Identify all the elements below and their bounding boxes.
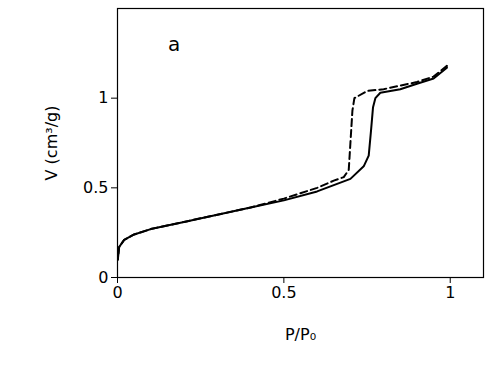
svg-text:0: 0: [112, 283, 122, 302]
svg-text:0.5: 0.5: [271, 283, 296, 302]
svg-text:0: 0: [98, 268, 108, 287]
svg-text:1: 1: [98, 88, 108, 107]
svg-text:a: a: [168, 32, 180, 56]
svg-text:V (cm³/g): V (cm³/g): [42, 106, 61, 181]
svg-text:0.5: 0.5: [83, 178, 108, 197]
svg-text:1: 1: [445, 283, 455, 302]
svg-text:P/P₀: P/P₀: [285, 325, 316, 344]
